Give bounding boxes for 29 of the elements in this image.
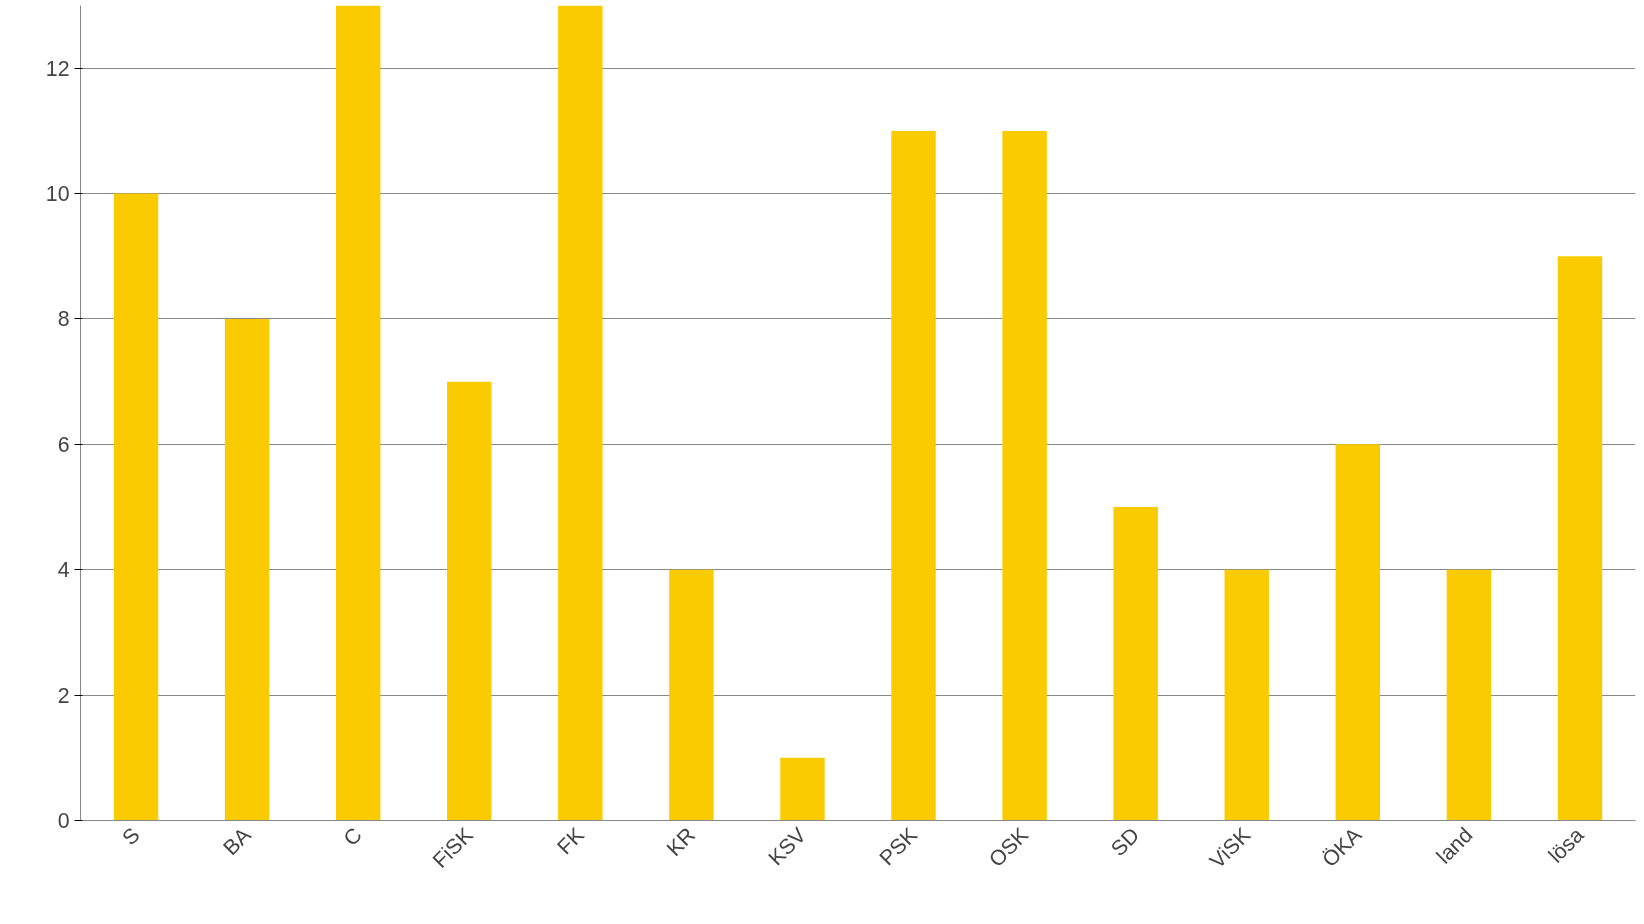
x-tick-label: S	[117, 823, 145, 851]
x-tick-label: KR	[661, 823, 700, 861]
x-tick-label: lösa	[1543, 822, 1589, 868]
bar	[113, 193, 159, 821]
bar	[447, 381, 492, 821]
bar	[1557, 256, 1603, 821]
x-tick-label: SD	[1106, 823, 1145, 861]
x-tick-label: C	[338, 823, 367, 851]
bar	[780, 757, 825, 821]
bar	[558, 5, 603, 821]
y-tick-label: 0	[57, 809, 70, 833]
bar	[1002, 130, 1047, 821]
bar	[1224, 569, 1269, 821]
bar	[1446, 569, 1492, 821]
bar	[1335, 444, 1381, 821]
y-tick-label: 6	[57, 432, 70, 457]
y-tick-label: 4	[57, 558, 70, 583]
bar	[1113, 507, 1158, 821]
y-tick-label: 8	[57, 307, 70, 332]
y-tick-label: 10	[45, 182, 70, 207]
y-tick-label: 2	[57, 683, 70, 708]
x-tick-label: FK	[552, 823, 589, 860]
bar	[224, 318, 270, 821]
x-tick-label: ÖKA	[1317, 822, 1367, 872]
bar	[335, 5, 381, 821]
bar	[669, 569, 714, 821]
y-tick-label: 12	[45, 56, 70, 81]
x-tick-label: BA	[218, 822, 257, 861]
bar	[891, 130, 936, 821]
